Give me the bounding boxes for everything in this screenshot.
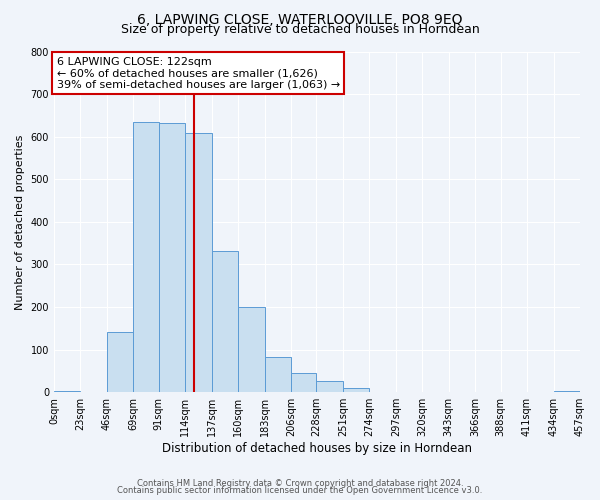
Bar: [185, 134, 212, 392]
Bar: [158, 123, 185, 392]
Bar: [107, 332, 133, 392]
Bar: [291, 372, 316, 392]
Text: Contains public sector information licensed under the Open Government Licence v3: Contains public sector information licen…: [118, 486, 482, 495]
Bar: [343, 388, 370, 392]
X-axis label: Distribution of detached houses by size in Horndean: Distribution of detached houses by size …: [162, 442, 472, 455]
Text: Size of property relative to detached houses in Horndean: Size of property relative to detached ho…: [121, 22, 479, 36]
Text: Contains HM Land Registry data © Crown copyright and database right 2024.: Contains HM Land Registry data © Crown c…: [137, 478, 463, 488]
Text: 6, LAPWING CLOSE, WATERLOOVILLE, PO8 9EQ: 6, LAPWING CLOSE, WATERLOOVILLE, PO8 9EQ: [137, 12, 463, 26]
Bar: [133, 122, 158, 392]
Bar: [238, 308, 265, 392]
Bar: [212, 251, 238, 392]
Bar: [265, 358, 291, 392]
Y-axis label: Number of detached properties: Number of detached properties: [15, 134, 25, 310]
Text: 6 LAPWING CLOSE: 122sqm
← 60% of detached houses are smaller (1,626)
39% of semi: 6 LAPWING CLOSE: 122sqm ← 60% of detache…: [56, 56, 340, 90]
Bar: [316, 380, 343, 392]
